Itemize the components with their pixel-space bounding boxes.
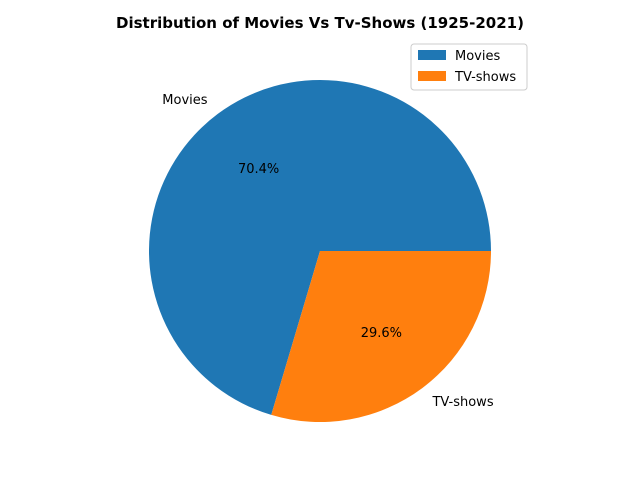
pie-category-label-tv-shows: TV-shows — [431, 395, 493, 410]
chart-title: Distribution of Movies Vs Tv-Shows (1925… — [116, 14, 524, 32]
pie-slices — [149, 79, 491, 422]
pie-category-label-movies: Movies — [162, 93, 207, 108]
legend-label-movies: Movies — [455, 49, 500, 64]
legend-swatch-movies — [418, 50, 446, 60]
legend: Movies TV-shows — [410, 43, 528, 91]
pie-value-label-tv-shows: 29.6% — [361, 326, 402, 341]
legend-swatch-tv-shows — [418, 71, 446, 81]
pie-slice-tv-shows — [271, 251, 491, 422]
pie-labels: 70.4% Movies 29.6% TV-shows — [162, 93, 494, 410]
pie-value-label-movies: 70.4% — [238, 162, 279, 177]
pie-slice-movies — [149, 79, 491, 415]
legend-label-tv-shows: TV-shows — [454, 70, 516, 85]
